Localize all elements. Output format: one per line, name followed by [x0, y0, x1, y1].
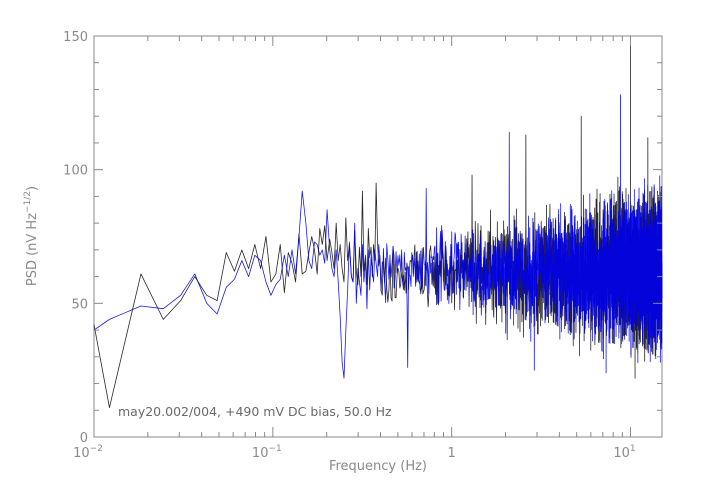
y-tick-label: 100 — [63, 164, 88, 179]
y-axis-label: PSD (nV Hz−1/2) — [23, 186, 40, 286]
x-tick-label: 10−1 — [252, 444, 282, 461]
y-tick-label: 0 — [80, 431, 88, 446]
x-axis-label: Frequency (Hz) — [329, 459, 427, 474]
series-layer — [93, 35, 663, 408]
y-tick-label: 150 — [63, 30, 88, 45]
run-annotation: may20.002/004, +490 mV DC bias, 50.0 Hz — [118, 404, 392, 419]
x-tick-label: 10−2 — [73, 444, 103, 461]
x-tick-label: 1 — [448, 446, 456, 461]
series-line-2 — [93, 94, 663, 379]
x-tick-label: 101 — [613, 444, 635, 461]
y-axis-label-exponent: −1/2 — [23, 191, 33, 213]
y-tick-label: 50 — [71, 297, 88, 312]
y-axis-label-suffix: ) — [25, 186, 40, 191]
ticks-layer: 0 50 100 150 10−2 10−1 1 101 — [63, 30, 662, 461]
y-axis-label-main: PSD (nV Hz — [25, 213, 40, 286]
series-line-1 — [93, 35, 663, 408]
